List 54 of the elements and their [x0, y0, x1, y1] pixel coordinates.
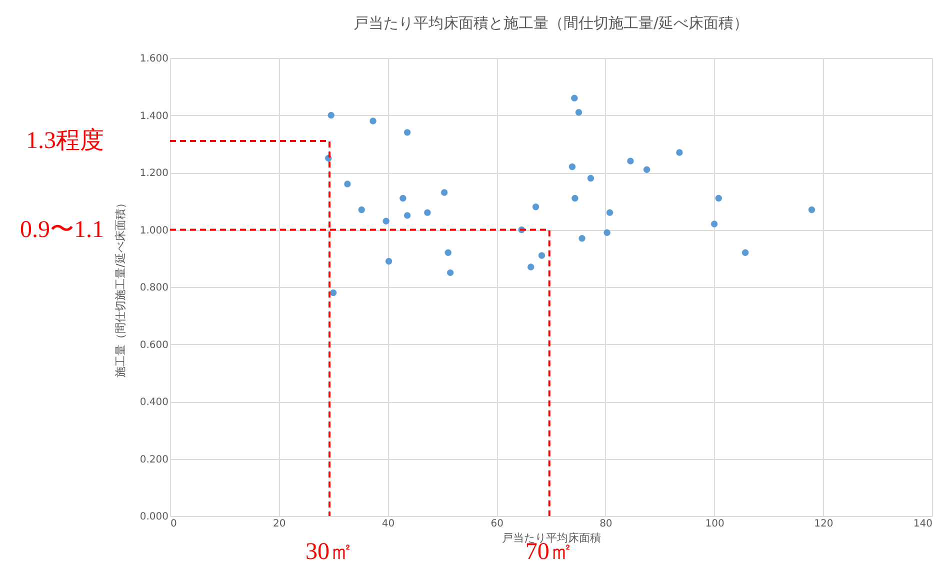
point	[528, 264, 534, 270]
point	[358, 206, 365, 214]
point	[606, 209, 614, 216]
point	[587, 174, 594, 182]
y-tick-label: 0.800	[140, 282, 168, 294]
point	[643, 166, 650, 173]
point	[444, 249, 452, 256]
point	[370, 118, 376, 124]
point	[627, 158, 634, 164]
point	[328, 112, 334, 119]
point	[404, 129, 411, 136]
point	[532, 204, 540, 210]
point	[446, 269, 454, 276]
annotation: 1.3程度	[26, 127, 104, 154]
x-tick-label: 120	[814, 518, 834, 530]
x-tick-label: 20	[272, 518, 286, 530]
y-tick-label: 0.400	[140, 397, 168, 408]
point	[400, 194, 406, 202]
y-tick-label: 0.200	[140, 454, 168, 466]
x-tick-label: 100	[705, 518, 724, 530]
point	[575, 109, 582, 116]
point	[571, 94, 578, 102]
point	[404, 212, 411, 219]
x-tick-label: 80	[600, 518, 612, 530]
x-tick-label: 0	[170, 518, 177, 530]
point	[572, 194, 578, 202]
point	[715, 194, 722, 202]
point	[382, 218, 390, 225]
point	[676, 149, 683, 156]
y-tick-label: 1.200	[140, 168, 168, 179]
point	[578, 234, 586, 242]
point	[385, 258, 392, 265]
chart-title: 戸当たり平均床面積と施工量（間仕切施工量/延べ床面積）	[353, 14, 749, 32]
point	[604, 229, 610, 236]
y-tick-label: 0.000	[140, 512, 168, 522]
point	[424, 209, 431, 216]
x-tick-label: 40	[382, 518, 395, 530]
annotation: 30㎡	[305, 539, 354, 565]
y-tick-label: 0.600	[140, 340, 168, 351]
point	[710, 220, 718, 228]
y-axis-title: 施工量（間仕切施工量/延べ床面積）	[114, 198, 127, 378]
point	[440, 189, 448, 196]
y-tick-label: 1.000	[140, 225, 168, 236]
point	[568, 163, 576, 170]
x-tick-label: 140	[913, 518, 932, 530]
x-tick-label: 60	[490, 518, 504, 530]
point	[808, 206, 816, 214]
point	[344, 180, 351, 188]
y-tick-label: 1.400	[140, 110, 168, 122]
point	[742, 249, 749, 256]
annotation: 0.9〜1.1	[20, 216, 104, 243]
point	[538, 252, 546, 259]
point	[330, 289, 337, 296]
y-tick-label: 1.600	[140, 54, 168, 64]
